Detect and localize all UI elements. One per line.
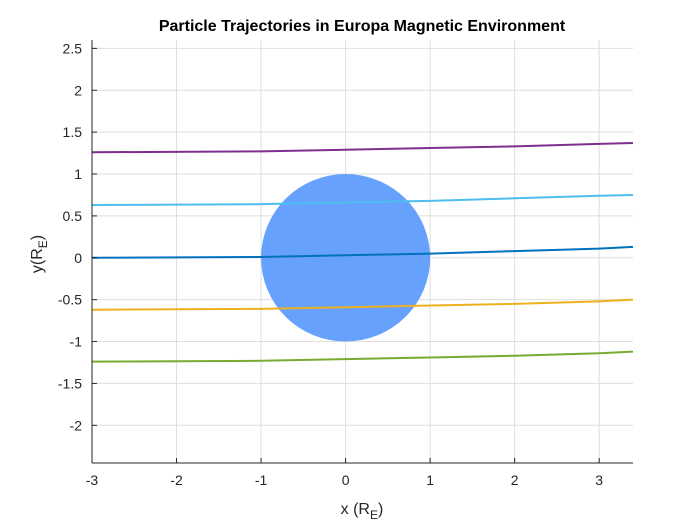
y-tick-label: -0.5 (58, 292, 82, 308)
y-tick-label: 0.5 (63, 208, 83, 224)
x-tick-label: 0 (342, 472, 350, 488)
y-axis-label-main: y(R (29, 248, 46, 273)
trajectory-line-4 (91, 298, 634, 311)
x-axis-label-close: ) (378, 501, 383, 518)
y-tick-label: -2 (70, 417, 83, 433)
trajectory-line-2 (91, 193, 634, 207)
x-axis-label: x (RE) (341, 501, 384, 522)
x-axis-label-main: x (R (341, 501, 370, 518)
x-tick-label: -3 (86, 472, 99, 488)
plot-area (91, 142, 634, 363)
trajectory-line-1 (91, 142, 634, 154)
y-axis-label-subscript: E (36, 240, 50, 248)
y-tick-label: 0 (74, 250, 82, 266)
y-tick-label: -1.5 (58, 375, 82, 391)
y-axis-label: y(RE) (29, 235, 50, 273)
trajectory-line-5 (91, 350, 634, 363)
x-tick-label: -1 (255, 472, 268, 488)
x-tick-labels: -3 -2 -1 0 1 2 3 (86, 472, 604, 488)
y-tick-labels: -2 -1.5 -1 -0.5 0 0.5 1 1.5 2 2.5 (58, 40, 82, 433)
x-tick-label: 1 (426, 472, 434, 488)
y-tick-label: -1 (70, 334, 83, 350)
chart-title: Particle Trajectories in Europa Magnetic… (159, 18, 566, 35)
trajectory-line-3 (91, 245, 634, 259)
x-tick-label: -2 (170, 472, 183, 488)
y-axis-label-close: ) (29, 235, 46, 240)
europa-disk (261, 174, 431, 342)
x-tick-label: 2 (511, 472, 519, 488)
x-tick-label: 3 (595, 472, 603, 488)
y-tick-label: 1 (74, 166, 82, 182)
x-axis-label-subscript: E (370, 508, 378, 522)
y-tick-label: 1.5 (63, 124, 83, 140)
y-tick-label: 2 (74, 82, 82, 98)
y-tick-label: 2.5 (63, 40, 83, 56)
axes (91, 40, 633, 464)
